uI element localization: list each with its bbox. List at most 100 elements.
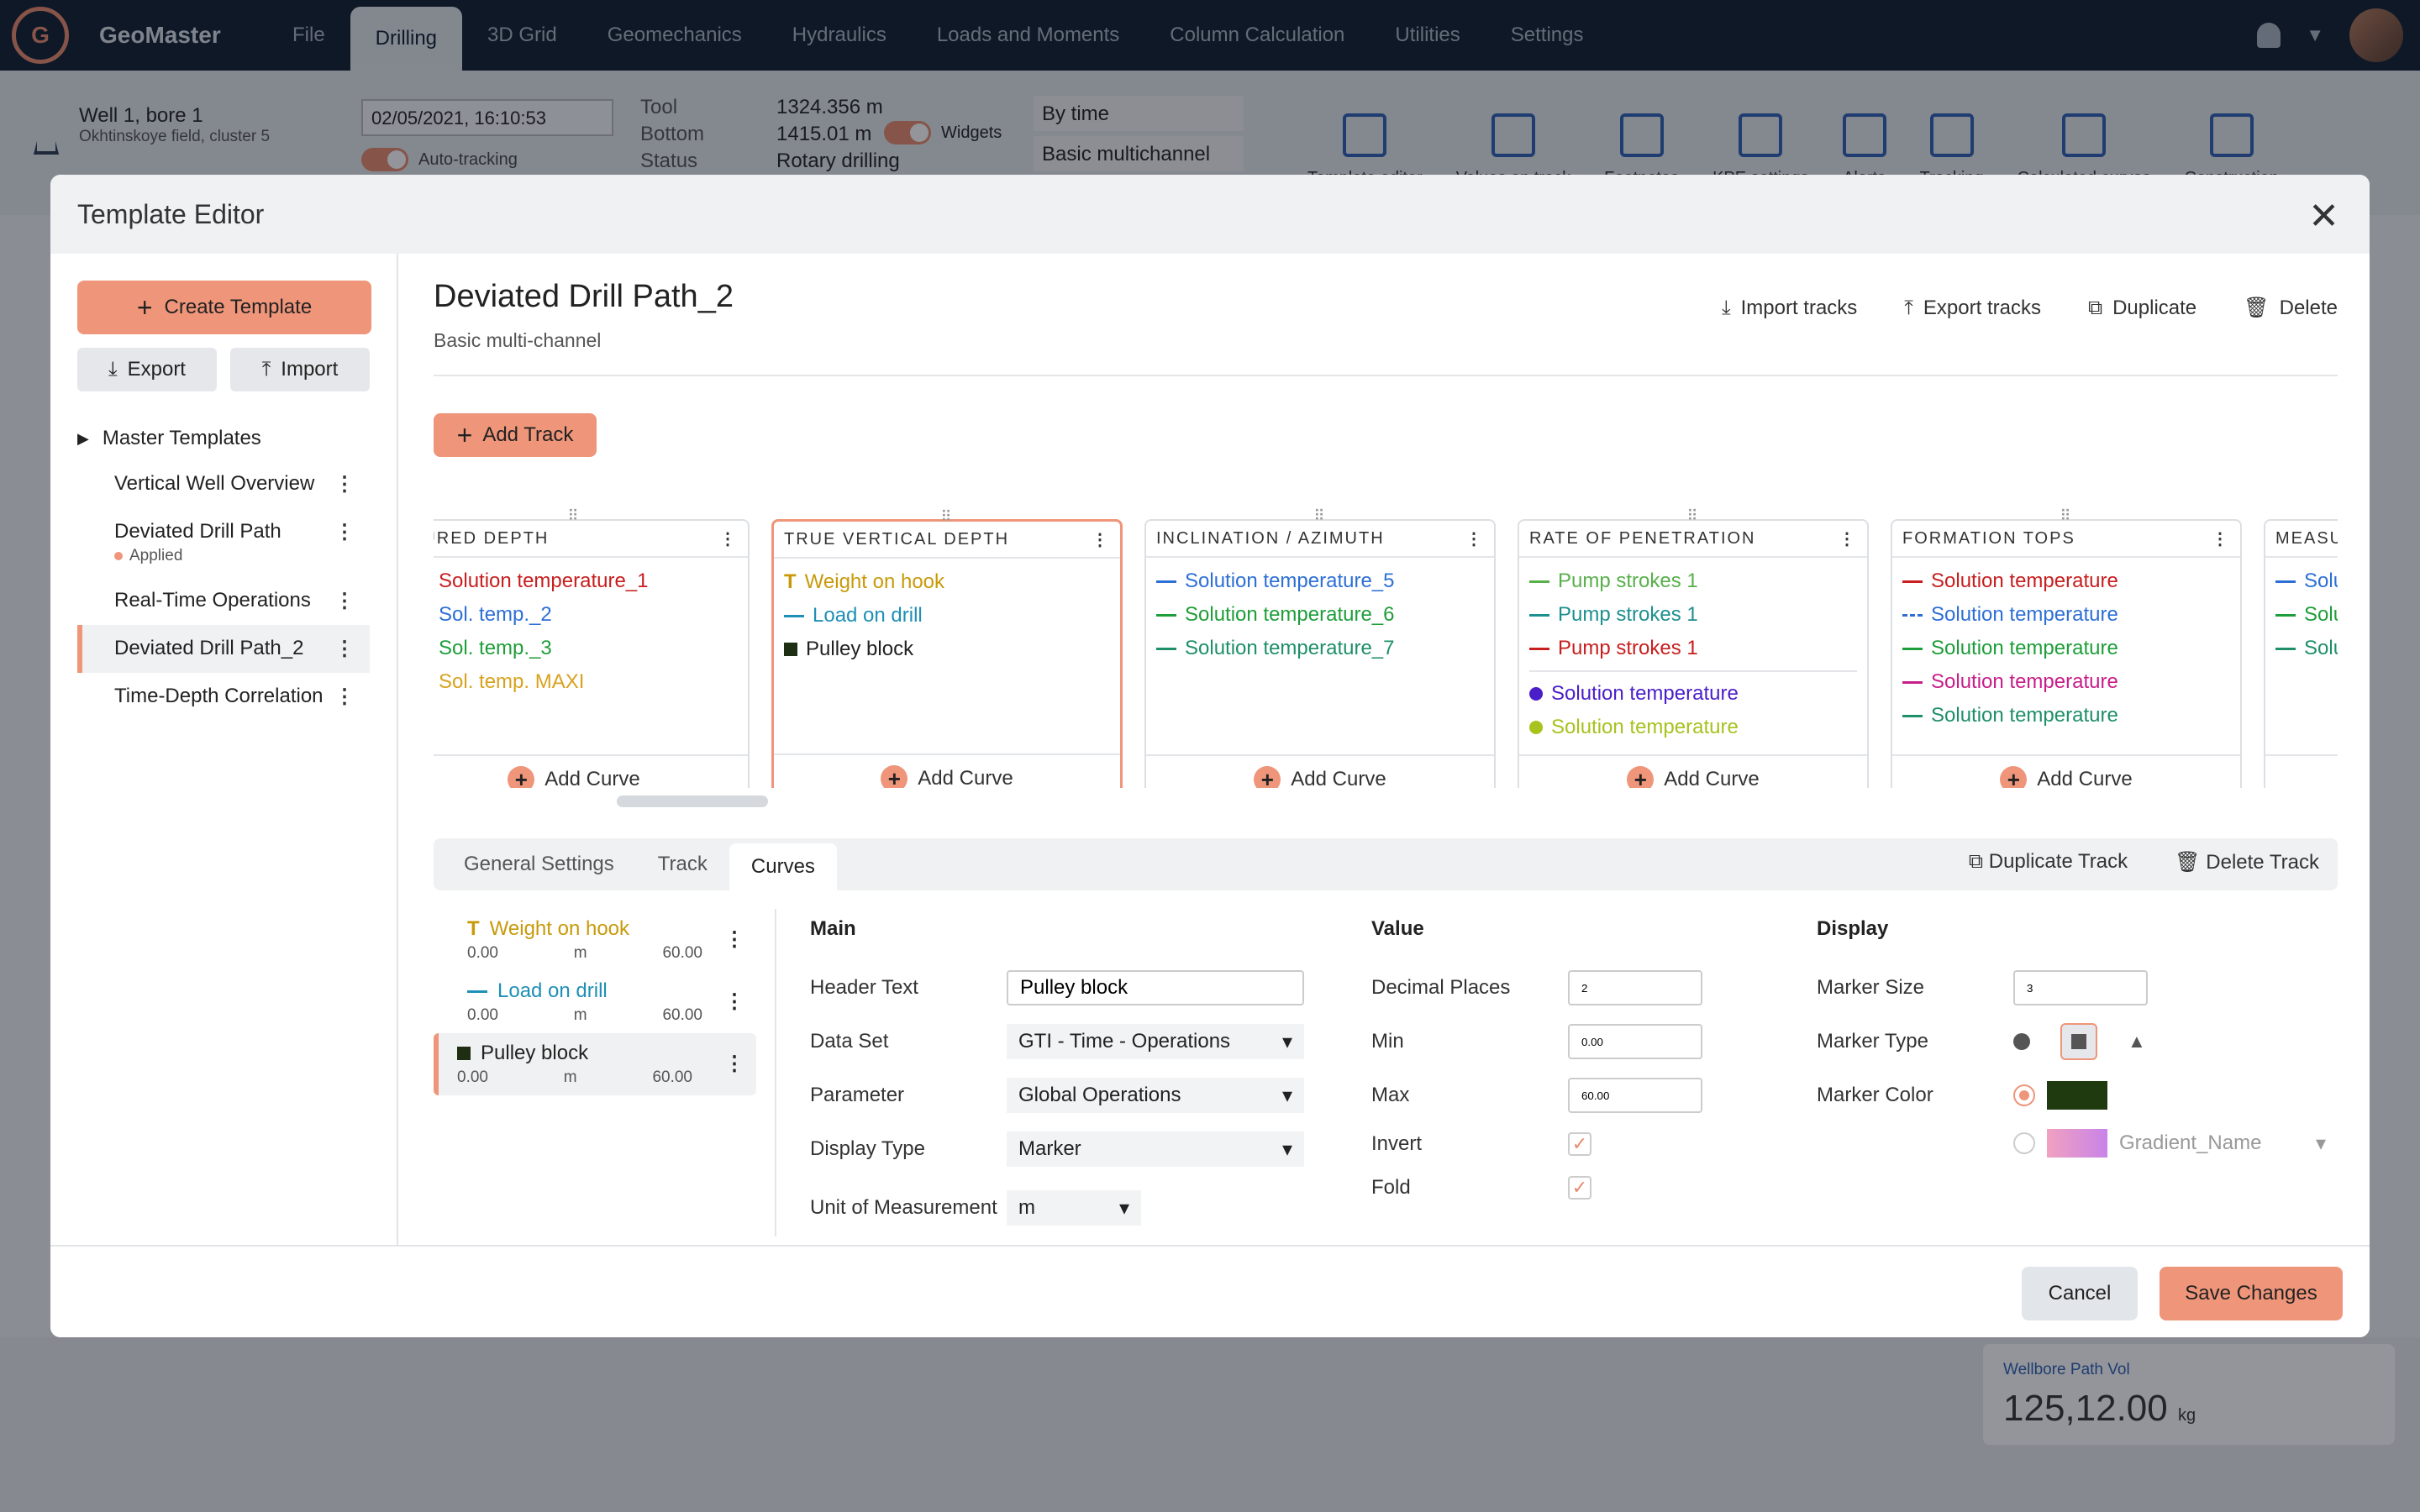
more-vertical-icon[interactable]: ⋮ [724, 1053, 744, 1075]
add-curve-button[interactable]: +Add Curve [1146, 754, 1494, 788]
curve-item[interactable]: Solution temperature [1529, 711, 1857, 744]
add-track-button[interactable]: + Add Track [434, 413, 597, 457]
more-vertical-icon[interactable]: ⋮ [1839, 529, 1857, 549]
datetime-input[interactable]: 02/05/2021, 16:10:53 [361, 99, 613, 136]
curve-item[interactable]: Pump strokes 1 [1529, 564, 1857, 598]
avatar[interactable] [2349, 8, 2403, 62]
track-card[interactable]: ⠿ TRUE VERTICAL DEPTH ⋮ T Weight on hook Load… [771, 508, 1123, 788]
more-vertical-icon[interactable]: ⋮ [334, 590, 355, 612]
drag-handle-icon[interactable]: ⠿ [940, 508, 954, 525]
auto-tracking-toggle[interactable]: Auto-tracking [361, 148, 518, 171]
add-curve-button[interactable]: +Add Curve [2265, 754, 2338, 788]
curve-item[interactable]: Soluti [2275, 632, 2338, 665]
curve-item[interactable]: Soluti [2275, 564, 2338, 598]
add-curve-button[interactable]: +Add Curve [774, 753, 1120, 788]
square-marker-option[interactable] [2060, 1023, 2097, 1060]
import-button[interactable]: ⤒ Import [230, 348, 370, 391]
display-type-select[interactable]: Marker ▾ [1007, 1131, 1304, 1167]
curve-item[interactable]: Pump strokes 1 [1529, 598, 1857, 632]
more-vertical-icon[interactable]: ⋮ [334, 638, 355, 660]
curve-item[interactable]: Solution temperature [1902, 564, 2230, 598]
close-icon[interactable]: ✕ [2308, 196, 2339, 237]
solid-color-radio[interactable] [2013, 1084, 2035, 1106]
menu-geomechanics[interactable]: Geomechanics [607, 24, 742, 46]
more-vertical-icon[interactable]: ⋮ [334, 685, 355, 708]
marker-size-input[interactable] [2013, 970, 2148, 1005]
chevron-down-icon[interactable]: ▼ [2306, 24, 2324, 45]
curve-item[interactable]: Solution temperature_6 [1156, 598, 1484, 632]
toggle-switch[interactable] [361, 148, 408, 171]
more-vertical-icon[interactable]: ⋮ [719, 529, 738, 549]
export-button[interactable]: ⤓ Export [77, 348, 217, 391]
curve-item[interactable]: Solution temperature_7 [1156, 632, 1484, 665]
track-card[interactable]: ⠿ INCLINATION / AZIMUTH ⋮ Solution temperat… [1144, 507, 1496, 788]
mode-select[interactable]: By time [1034, 96, 1244, 131]
min-input[interactable] [1568, 1024, 1702, 1059]
parameter-select[interactable]: Global Operations ▾ [1007, 1078, 1304, 1113]
curve-item[interactable]: Soluti [2275, 598, 2338, 632]
track-card[interactable]: ⠿MEASURE⋮SolutiSolutiSoluti+Add Curve [2264, 519, 2338, 788]
menu-settings[interactable]: Settings [1510, 24, 1584, 46]
template-item[interactable]: Deviated Drill Path Applied ⋮ [77, 508, 370, 577]
template-item[interactable]: Real-Time Operations ⋮ [77, 577, 370, 625]
save-changes-button[interactable]: Save Changes [2160, 1267, 2343, 1320]
curve-list-item-selected[interactable]: Pulley block 0.00 m 60.00 ⋮ [434, 1033, 756, 1095]
max-input[interactable] [1568, 1078, 1702, 1113]
curve-item[interactable]: Pump strokes 1 [1529, 632, 1857, 665]
add-curve-button[interactable]: +Add Curve [1519, 754, 1867, 788]
marker-color-swatch[interactable] [2047, 1081, 2107, 1110]
menu-3d-grid[interactable]: 3D Grid [487, 24, 557, 46]
track-card[interactable]: ⠿ SURED DEPTH ⋮ Solution temperature_1 Sol. … [434, 507, 750, 788]
toggle-switch[interactable] [884, 121, 931, 144]
import-tracks-button[interactable]: ⤓ Import tracks [1722, 296, 1857, 320]
header-text-input[interactable] [1007, 970, 1304, 1005]
template-item[interactable]: Time-Depth Correlation ⋮ [77, 673, 370, 721]
circle-marker-icon[interactable] [2013, 1033, 2030, 1050]
tracks-scrollbar[interactable] [617, 795, 768, 807]
view-select[interactable]: Basic multichannel [1034, 136, 1244, 171]
gradient-radio[interactable] [2013, 1132, 2035, 1154]
curve-list-item[interactable]: Load on drill 0.00 m 60.00 ⋮ [434, 971, 756, 1033]
gradient-name[interactable]: Gradient_Name [2119, 1131, 2262, 1154]
caret-down-icon[interactable]: ▾ [2316, 1131, 2327, 1155]
more-vertical-icon[interactable]: ⋮ [724, 928, 744, 951]
unit-select[interactable]: m ▾ [1007, 1190, 1141, 1226]
curve-item[interactable]: T Weight on hook [784, 565, 1110, 599]
gradient-swatch[interactable] [2047, 1129, 2107, 1158]
curve-item[interactable]: Solution temperature [1902, 632, 2230, 665]
template-item-selected[interactable]: Deviated Drill Path_2 ⋮ [77, 625, 370, 673]
bell-icon[interactable] [2257, 23, 2281, 48]
more-vertical-icon[interactable]: ⋮ [334, 521, 355, 543]
curve-list-item[interactable]: T Weight on hook 0.00 m 60.00 ⋮ [434, 909, 756, 971]
more-vertical-icon[interactable]: ⋮ [724, 990, 744, 1013]
delete-button[interactable]: 🗑 Delete [2244, 296, 2338, 320]
triangle-marker-icon[interactable]: ▲ [2128, 1031, 2146, 1052]
curve-item[interactable]: Solution temperature [1902, 699, 2230, 732]
curve-item[interactable]: Solution temperature_1 [434, 564, 738, 598]
more-vertical-icon[interactable]: ⋮ [1092, 530, 1110, 549]
delete-track-button[interactable]: 🗑 Delete Track [2175, 850, 2319, 874]
invert-checkbox[interactable]: ✓ [1568, 1132, 1591, 1156]
dataset-select[interactable]: GTI - Time - Operations ▾ [1007, 1024, 1304, 1059]
well-selector[interactable]: Well 1, bore 1 Okhtinskoye field, cluste… [34, 104, 270, 155]
drag-handle-icon[interactable]: ⠿ [1686, 507, 1700, 524]
cancel-button[interactable]: Cancel [2022, 1267, 2138, 1320]
menu-drilling[interactable]: Drilling [350, 7, 463, 71]
menu-hydraulics[interactable]: Hydraulics [792, 24, 886, 46]
drag-handle-icon[interactable]: ⠿ [567, 507, 581, 524]
export-tracks-button[interactable]: ⤒ Export tracks [1904, 296, 2041, 320]
fold-checkbox[interactable]: ✓ [1568, 1176, 1591, 1200]
curve-item[interactable]: Solution temperature [1529, 677, 1857, 711]
curve-item[interactable]: Solution temperature [1902, 665, 2230, 699]
more-vertical-icon[interactable]: ⋮ [334, 473, 355, 496]
curve-item[interactable]: Solution temperature_5 [1156, 564, 1484, 598]
add-curve-button[interactable]: +Add Curve [434, 754, 748, 788]
template-item[interactable]: Vertical Well Overview ⋮ [77, 460, 370, 508]
menu-column-calculation[interactable]: Column Calculation [1170, 24, 1345, 46]
track-card[interactable]: ⠿ FORMATION TOPS ⋮ Solution temperature Solu… [1891, 507, 2242, 788]
decimal-places-input[interactable] [1568, 970, 1702, 1005]
curve-item[interactable]: Sol. temp. MAXI [434, 665, 738, 699]
drag-handle-icon[interactable]: ⠿ [2060, 507, 2073, 524]
tab-curves[interactable]: Curves [729, 843, 837, 890]
track-card[interactable]: ⠿ RATE OF PENETRATION ⋮ Pump strokes 1 Pump … [1518, 507, 1869, 788]
